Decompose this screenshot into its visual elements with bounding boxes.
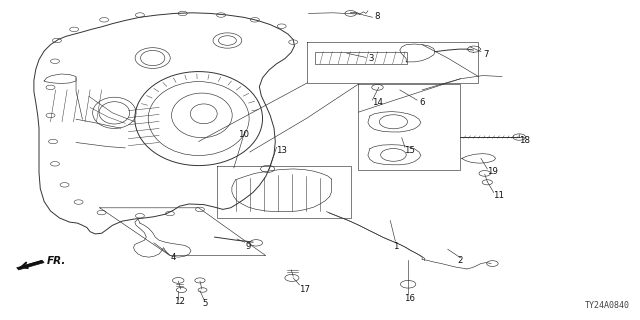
- Text: 3: 3: [369, 53, 374, 62]
- Bar: [315, 52, 408, 64]
- Text: 2: 2: [458, 256, 463, 265]
- Text: 18: 18: [519, 136, 530, 145]
- Text: 10: 10: [238, 130, 249, 139]
- Text: 6: 6: [419, 98, 425, 107]
- Text: 14: 14: [372, 98, 383, 107]
- Text: 12: 12: [174, 297, 185, 306]
- Text: 9: 9: [246, 242, 251, 251]
- Text: 16: 16: [404, 294, 415, 303]
- Text: 8: 8: [375, 12, 380, 21]
- Text: 13: 13: [276, 146, 287, 155]
- Text: 19: 19: [487, 167, 498, 176]
- Text: 5: 5: [202, 299, 208, 308]
- Text: 1: 1: [392, 242, 398, 251]
- Text: 17: 17: [298, 284, 310, 293]
- Text: 11: 11: [493, 190, 504, 200]
- Text: 7: 7: [483, 50, 489, 59]
- Text: TY24A0840: TY24A0840: [585, 301, 630, 310]
- Text: 4: 4: [170, 253, 176, 262]
- Text: 15: 15: [404, 146, 415, 155]
- Polygon shape: [17, 260, 44, 270]
- Text: FR.: FR.: [47, 256, 66, 266]
